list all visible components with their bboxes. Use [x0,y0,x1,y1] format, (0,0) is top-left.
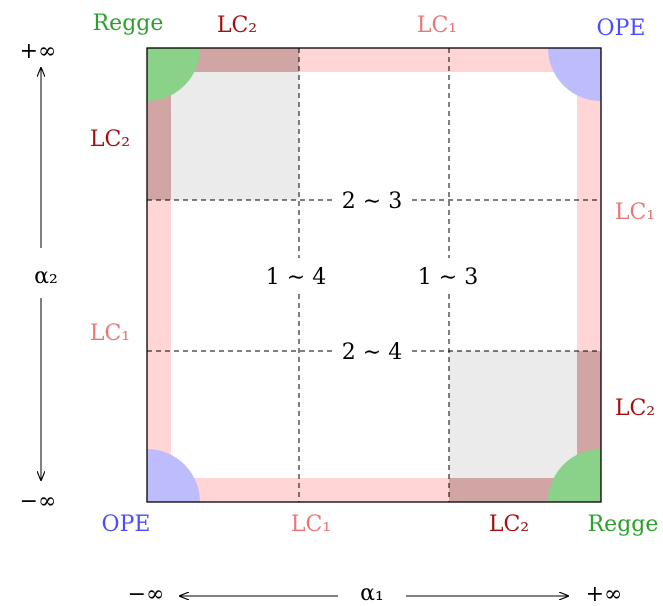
domain-square [146,47,602,503]
y-axis-label: α₂ [34,264,58,289]
label-right-vertical: 1 ∼ 3 [418,265,478,290]
edge-label-right-lower: LC₂ [615,396,655,421]
x-axis-right-label: +∞ [586,582,623,606]
edge-label-top-left: LC₂ [217,13,257,38]
label-upper-horizontal: 2 ∼ 3 [342,189,402,214]
ope-region-top-right [548,48,601,101]
y-axis-bottom-label: −∞ [20,489,57,514]
regge-region-top-left [147,48,200,101]
corner-label-top-right: OPE [597,16,646,41]
corner-label-top-left: Regge [93,11,164,36]
edge-label-right-upper: LC₁ [615,200,655,225]
y-axis-top-label: +∞ [20,39,57,64]
regge-region-bottom-right [548,449,601,502]
corner-label-bottom-right: Regge [588,512,659,537]
ope-region-bottom-left [147,449,200,502]
x-axis-label: α₁ [360,581,384,606]
edge-label-left-upper: LC₂ [90,127,130,152]
edge-label-top-right: LC₁ [417,13,457,38]
x-axis-left-label: −∞ [128,582,165,606]
label-left-vertical: 1 ∼ 4 [266,265,326,290]
corner-label-bottom-left: OPE [102,512,151,537]
edge-label-bottom-left: LC₁ [291,512,331,537]
edge-label-left-lower: LC₁ [90,321,130,346]
label-lower-horizontal: 2 ∼ 4 [342,340,402,365]
edge-label-bottom-right: LC₂ [489,512,529,537]
